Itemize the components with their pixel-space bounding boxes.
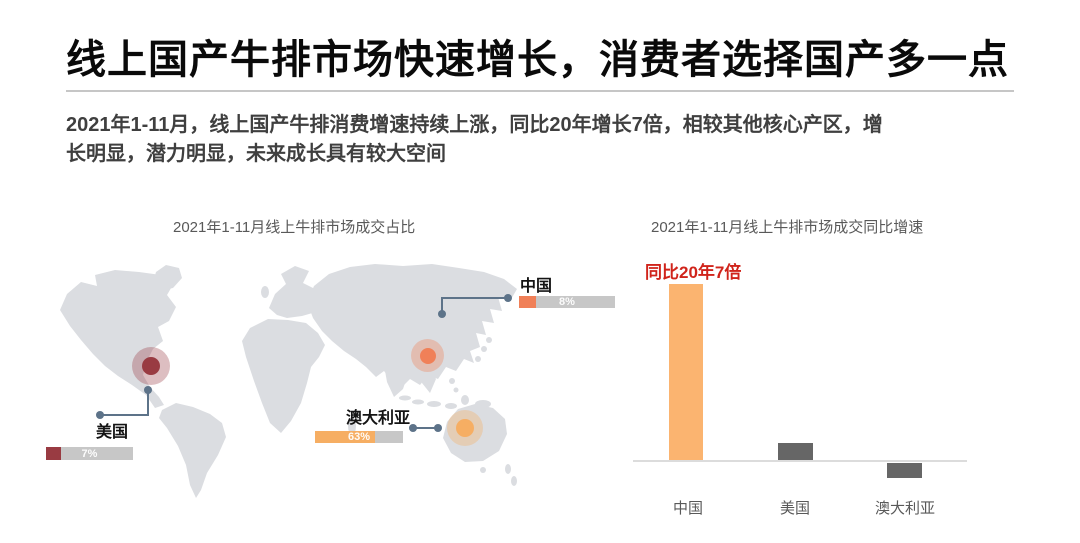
- left-chart-title: 2021年1-11月线上牛排市场成交占比: [173, 219, 416, 236]
- share-bar-china: 8%: [519, 296, 615, 308]
- share-value-usa: 7%: [81, 447, 98, 460]
- page-subtitle-line1: 2021年1-11月，线上国产牛排消费增速持续上涨，同比20年增长7倍，相较其他…: [66, 114, 883, 136]
- continent-africa: [242, 319, 325, 433]
- continent-asia: [307, 264, 517, 387]
- x-label-australia: 澳大利亚: [874, 500, 936, 517]
- page-subtitle-line2: 长明显，潜力明显，未来成长具有较大空间: [66, 143, 446, 165]
- label-australia: 澳大利亚: [346, 410, 411, 427]
- share-bar-australia: 63%: [315, 431, 403, 443]
- bar-china: [669, 284, 703, 461]
- continent-australia: [443, 404, 507, 462]
- label-usa: 美国: [96, 424, 129, 441]
- share-bar-australia-fill: [315, 431, 375, 443]
- map-marker-usa: [132, 347, 170, 385]
- bar-usa: [778, 443, 813, 461]
- world-map: [60, 264, 517, 498]
- map-marker-australia: [447, 410, 483, 446]
- share-bar-usa: 7%: [46, 447, 133, 460]
- page-subtitle: 2021年1-11月，线上国产牛排消费增速持续上涨，同比20年增长7倍，相较其他…: [66, 111, 1046, 169]
- map-marker-china-dot: [419, 347, 436, 364]
- x-label-usa: 美国: [779, 500, 811, 517]
- map-marker-australia-dot: [456, 419, 474, 437]
- growth-annotation: 同比20年7倍: [645, 263, 742, 282]
- map-marker-usa-dot: [142, 357, 160, 375]
- x-label-china: 中国: [672, 500, 704, 517]
- label-china: 中国: [520, 278, 553, 295]
- continent-south-america: [159, 403, 226, 498]
- map-marker-china: [411, 339, 444, 372]
- continent-north-america: [60, 270, 176, 408]
- x-axis-line: [633, 460, 967, 462]
- share-bar-china-fill: [519, 296, 536, 308]
- page-title: 线上国产牛排市场快速增长，消费者选择国产多一点: [66, 38, 1009, 82]
- bar-australia: [887, 463, 922, 478]
- right-chart-title: 2021年1-11月线上牛排市场成交同比增速: [651, 219, 924, 236]
- share-bar-usa-fill: [46, 447, 61, 460]
- share-value-china: 8%: [559, 296, 575, 308]
- share-value-australia: 63%: [347, 431, 371, 443]
- title-divider: [66, 90, 1014, 92]
